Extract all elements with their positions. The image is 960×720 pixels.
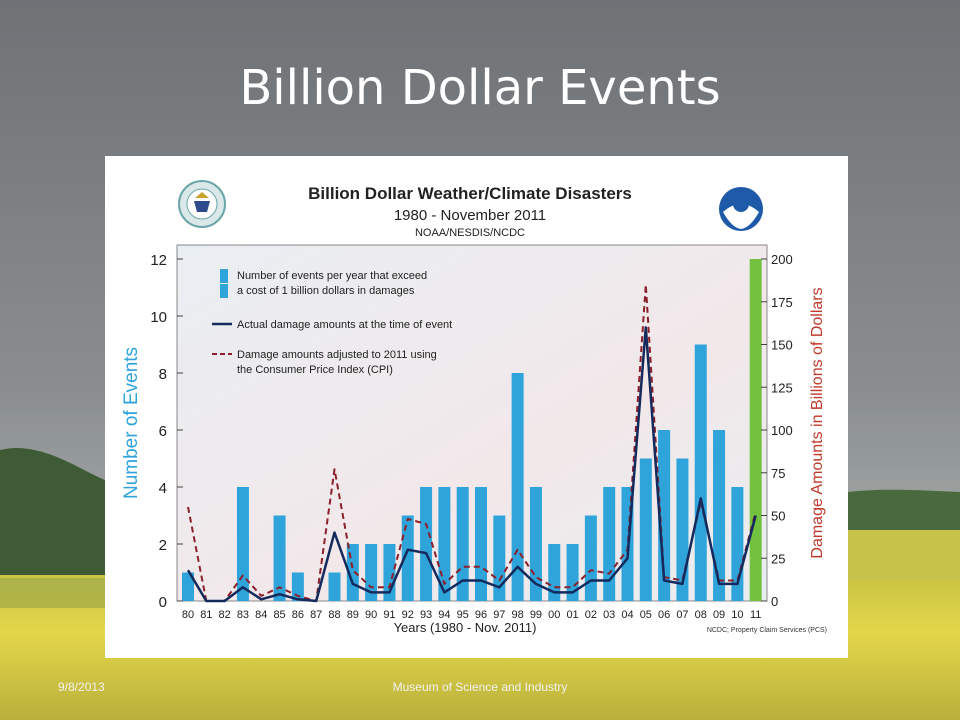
x-tick-label: 97 — [493, 609, 505, 621]
y-tick-label-right: 25 — [771, 551, 785, 566]
x-tick-label: 94 — [438, 609, 450, 621]
x-tick-label: 96 — [475, 609, 487, 621]
slide-title: Billion Dollar Events — [239, 60, 721, 116]
legend-item-actual: Actual damage amounts at the time of eve… — [237, 319, 452, 331]
x-tick-label: 00 — [548, 609, 560, 621]
bar-93 — [420, 487, 433, 601]
legend-item-events-1: Number of events per year that exceed — [237, 270, 427, 282]
y-tick-label-right: 75 — [771, 466, 785, 481]
bar-83 — [236, 487, 249, 601]
y-tick-label-right: 200 — [771, 252, 793, 267]
legend-bar-swatch — [220, 269, 228, 283]
bar-92 — [401, 515, 414, 601]
bar-98 — [511, 373, 524, 601]
x-tick-label: 11 — [750, 609, 761, 621]
bar-80 — [182, 572, 194, 601]
chart-credit: NCDC; Property Claim Services (PCS) — [707, 627, 827, 634]
x-tick-label: 03 — [603, 609, 615, 621]
y-tick-label-left: 6 — [159, 423, 167, 440]
chart-source: NOAA/NESDIS/NCDC — [415, 227, 525, 239]
x-tick-label: 09 — [713, 609, 725, 621]
x-tick-label: 99 — [530, 609, 542, 621]
x-tick-label: 88 — [328, 609, 340, 621]
x-axis-label: Years (1980 - Nov. 2011) — [394, 620, 537, 635]
x-tick-label: 82 — [219, 609, 231, 621]
bar-97 — [493, 515, 506, 601]
x-tick-label: 86 — [292, 609, 304, 621]
bar-96 — [475, 487, 487, 601]
noaa-logo — [719, 187, 763, 231]
x-tick-label: 92 — [402, 609, 414, 621]
x-tick-label: 81 — [200, 609, 212, 621]
y-tick-label-left: 12 — [150, 252, 167, 269]
y-tick-label-left: 0 — [159, 594, 167, 611]
legend-item-cpi-2: the Consumer Price Index (CPI) — [237, 364, 393, 376]
y-tick-label-right: 150 — [771, 338, 793, 353]
y-axis-label-left: Number of Events — [121, 347, 142, 499]
chart-subtitle: 1980 - November 2011 — [394, 207, 546, 224]
y-tick-label-right: 125 — [771, 380, 793, 395]
y-tick-label-right: 50 — [771, 509, 785, 524]
bar-95 — [456, 487, 469, 601]
x-tick-label: 90 — [365, 609, 377, 621]
bar-09 — [713, 430, 726, 601]
y-tick-label-right: 100 — [771, 423, 793, 438]
bar-05 — [639, 458, 652, 601]
disaster-chart: Billion Dollar Weather/Climate Disasters… — [121, 180, 827, 635]
x-tick-label: 05 — [640, 609, 652, 621]
x-tick-label: 01 — [566, 609, 578, 621]
x-tick-label: 93 — [420, 609, 432, 621]
x-tick-label: 04 — [621, 609, 633, 621]
footer-date: 9/8/2013 — [58, 680, 105, 694]
y-tick-label-right: 175 — [771, 295, 793, 310]
doc-seal-logo — [178, 180, 226, 228]
chart-panel: Billion Dollar Weather/Climate Disasters… — [105, 156, 848, 658]
legend-item-cpi-1: Damage amounts adjusted to 2011 using — [237, 349, 437, 361]
x-tick-label: 85 — [273, 609, 285, 621]
chart-title: Billion Dollar Weather/Climate Disasters — [308, 184, 632, 203]
bar-90 — [365, 544, 378, 601]
y-axis-label-right: Damage Amounts in Billions of Dollars — [809, 287, 826, 558]
bar-08 — [694, 344, 707, 601]
legend-bar-swatch-2 — [220, 284, 228, 298]
x-tick-label: 80 — [182, 609, 194, 621]
y-tick-label-left: 2 — [159, 537, 167, 554]
chart-legend: Number of events per year that exceed a … — [212, 269, 452, 376]
x-tick-label: 06 — [658, 609, 670, 621]
x-tick-label: 08 — [695, 609, 707, 621]
x-tick-label: 10 — [731, 609, 743, 621]
bar-88 — [328, 572, 341, 601]
x-tick-label: 83 — [237, 609, 249, 621]
x-tick-label: 95 — [457, 609, 469, 621]
y-tick-label-right: 0 — [771, 594, 778, 609]
bar-11 — [749, 259, 762, 601]
legend-item-events-2: a cost of 1 billion dollars in damages — [237, 285, 415, 297]
x-tick-label: 87 — [310, 609, 322, 621]
series-actual-damage-line — [186, 326, 757, 603]
x-tick-label: 91 — [383, 609, 395, 621]
x-tick-label: 98 — [512, 609, 524, 621]
y-tick-label-left: 4 — [159, 480, 167, 497]
bar-85 — [273, 515, 286, 601]
bar-02 — [584, 515, 597, 601]
bar-06 — [658, 430, 671, 601]
bar-03 — [603, 487, 616, 601]
x-tick-label: 07 — [676, 609, 688, 621]
x-tick-label: 89 — [347, 609, 359, 621]
y-tick-label-left: 10 — [150, 309, 167, 326]
x-tick-label: 84 — [255, 609, 267, 621]
footer-organization: Museum of Science and Industry — [392, 680, 568, 694]
y-tick-label-left: 8 — [159, 366, 167, 383]
x-tick-label: 02 — [585, 609, 597, 621]
